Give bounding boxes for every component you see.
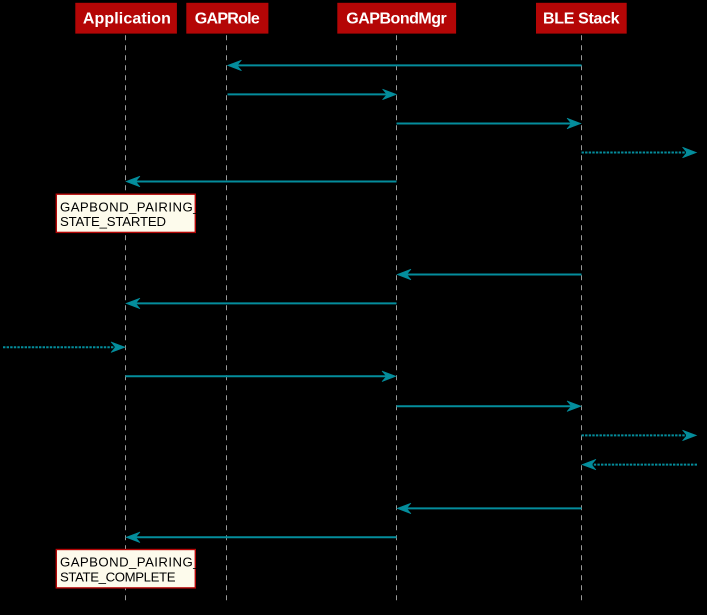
svg-text:GAPBOND_PAIRING_: GAPBOND_PAIRING_ [60, 555, 201, 570]
svg-text:STATE_STARTED: STATE_STARTED [60, 214, 166, 229]
svg-text:GAPRole: GAPRole [195, 11, 260, 28]
svg-text:STATE_COMPLETE: STATE_COMPLETE [60, 569, 176, 584]
svg-text:GAPBOND_PAIRING_: GAPBOND_PAIRING_ [60, 199, 201, 214]
svg-text:Application: Application [83, 11, 171, 28]
svg-text:BLE Stack: BLE Stack [543, 11, 620, 28]
svg-text:GAPBondMgr: GAPBondMgr [346, 11, 447, 28]
